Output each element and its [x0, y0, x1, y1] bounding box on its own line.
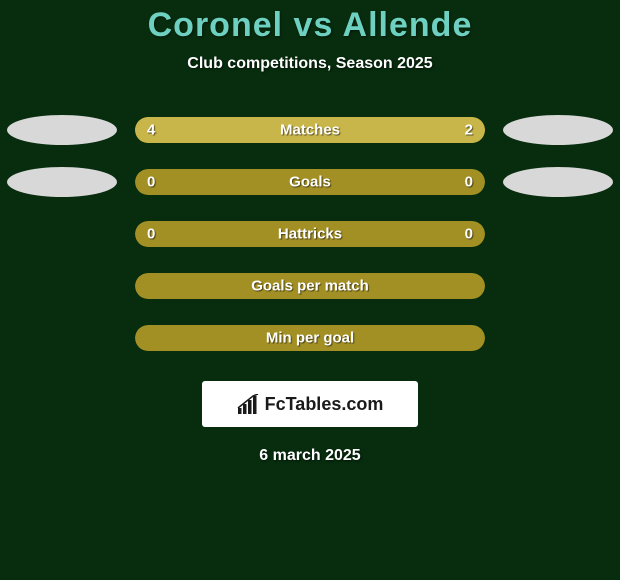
- bar-value-right: 2: [465, 122, 473, 139]
- player1-name: Coronel: [148, 6, 283, 44]
- stat-bar: Min per goal: [135, 325, 485, 351]
- stat-row: Min per goal: [7, 323, 613, 353]
- bar-label: Matches: [280, 122, 340, 139]
- bar-label: Goals: [289, 174, 331, 191]
- right-ellipse: [503, 167, 613, 197]
- left-ellipse: [7, 167, 117, 197]
- stat-bar: Hattricks 0 0: [135, 221, 485, 247]
- bar-value-left: 4: [147, 122, 155, 139]
- bar-label: Hattricks: [278, 226, 342, 243]
- player2-name: Allende: [343, 6, 473, 44]
- subtitle: Club competitions, Season 2025: [187, 55, 432, 73]
- stat-row: Matches 4 2: [7, 115, 613, 145]
- bar-label: Goals per match: [251, 278, 369, 295]
- bar-value-left: 0: [147, 226, 155, 243]
- content-container: Coronel vs Allende Club competitions, Se…: [0, 0, 620, 580]
- stat-bar: Goals 0 0: [135, 169, 485, 195]
- vs-text: vs: [294, 6, 334, 44]
- date-text: 6 march 2025: [259, 447, 360, 465]
- left-ellipse: [7, 115, 117, 145]
- bar-label: Min per goal: [266, 330, 354, 347]
- right-ellipse: [503, 115, 613, 145]
- stat-bar: Goals per match: [135, 273, 485, 299]
- bar-value-right: 0: [465, 174, 473, 191]
- bar-value-right: 0: [465, 226, 473, 243]
- stat-row: Goals 0 0: [7, 167, 613, 197]
- stat-row: Goals per match: [7, 271, 613, 301]
- fctables-icon: [237, 394, 259, 414]
- bar-value-left: 0: [147, 174, 155, 191]
- stat-row: Hattricks 0 0: [7, 219, 613, 249]
- logo-box: FcTables.com: [202, 381, 418, 427]
- page-title: Coronel vs Allende: [148, 6, 473, 45]
- stat-bar: Matches 4 2: [135, 117, 485, 143]
- logo-text: FcTables.com: [265, 394, 384, 415]
- stat-rows-container: Matches 4 2 Goals 0 0 Hattricks 0 0 Goals per mat…: [7, 115, 613, 375]
